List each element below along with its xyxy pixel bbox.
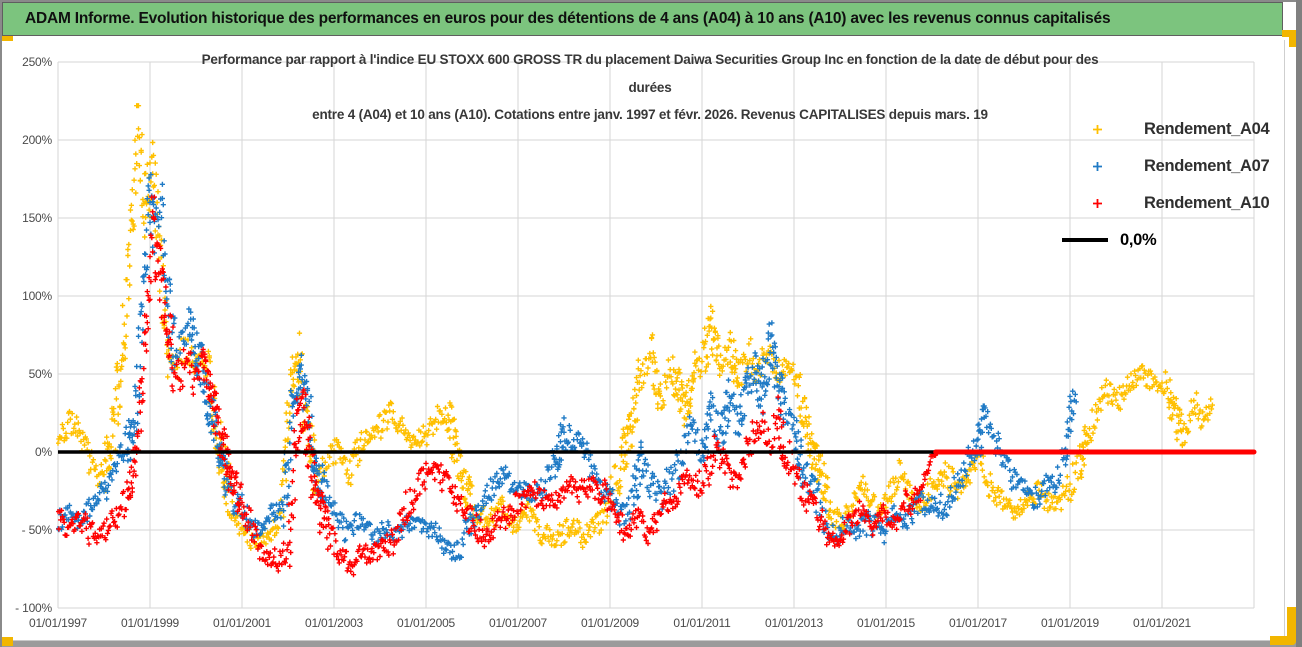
chart-title: Performance par rapport à l'indice EU ST… [130,46,1170,129]
legend-item-label: Rendement_A07 [1144,156,1270,175]
y-axis-label: 100% [22,289,52,303]
window-frame-right [1296,0,1302,647]
x-axis-label: 01/01/2003 [304,616,364,630]
series-markers-rendement_a04 [56,103,1215,551]
legend-item-label: 0,0% [1120,230,1157,249]
legend-item: 0,0% [1062,229,1272,251]
window-frame-bottom [0,640,1302,647]
chart-title-line1: Performance par rapport à l'indice EU ST… [201,52,1099,67]
yellow-frame-corner-bottom-right-h [1270,636,1296,645]
legend-line-marker-icon [1062,238,1108,242]
y-axis-label: 150% [22,211,52,225]
window-frame-left [0,0,2,647]
x-axis-label: 01/01/2011 [673,616,731,630]
y-axis-label: - 100% [15,601,52,615]
yellow-frame-corner-top-left [2,36,13,41]
legend-item-label: Rendement_A10 [1144,193,1270,212]
window-frame-top [0,0,1302,2]
x-axis-label: 01/01/2013 [764,616,824,630]
legend-item: Rendement_A07 [1062,155,1272,177]
y-axis-label: - 50% [21,523,53,537]
yellow-frame-corner-bottom-right-v [1287,607,1296,645]
report-title: ADAM Informe. Evolution historique des p… [25,10,1111,27]
legend-item: Rendement_A10 [1062,192,1272,214]
x-axis-label: 01/01/2019 [1040,616,1100,630]
x-axis-label: 01/01/1999 [120,616,180,630]
x-axis-label: 01/01/2015 [856,616,916,630]
y-axis-label: 0% [35,445,52,459]
x-axis-label: 01/01/2017 [948,616,1008,630]
legend-plus-marker-icon [1093,124,1102,134]
chart-legend: Rendement_A04 Rendement_A07 Rendement_A10 0… [1062,118,1272,266]
x-axis-label: 01/01/2001 [212,616,272,630]
series-markers-rendement_a10 [56,194,939,578]
yellow-frame-corner-top-right-v [1289,30,1296,47]
x-axis-label: 01/01/1997 [28,616,88,630]
legend-item-label: Rendement_A04 [1144,119,1270,138]
chart-title-line3: entre 4 (A04) et 10 ans (A10). Cotations… [312,107,988,122]
x-axis-label: 01/01/2007 [488,616,548,630]
x-axis-label: 01/01/2005 [396,616,456,630]
chart-title-line2: durées [628,79,672,95]
legend-item: Rendement_A04 [1062,118,1272,140]
scatter-series [56,103,1215,578]
legend-plus-marker-icon [1093,198,1102,208]
y-axis-label: 200% [22,133,52,147]
report-header-bar: ADAM Informe. Evolution historique des p… [2,2,1283,36]
legend-plus-marker-icon [1093,161,1102,171]
x-axis-label: 01/01/2009 [580,616,640,630]
y-axis-label: 50% [28,367,53,381]
y-axis-label: 250% [22,55,52,69]
x-axis-label: 01/01/2021 [1132,616,1192,630]
yellow-frame-corner-bottom-left [0,637,13,646]
chart-area-right-border [1284,40,1285,637]
